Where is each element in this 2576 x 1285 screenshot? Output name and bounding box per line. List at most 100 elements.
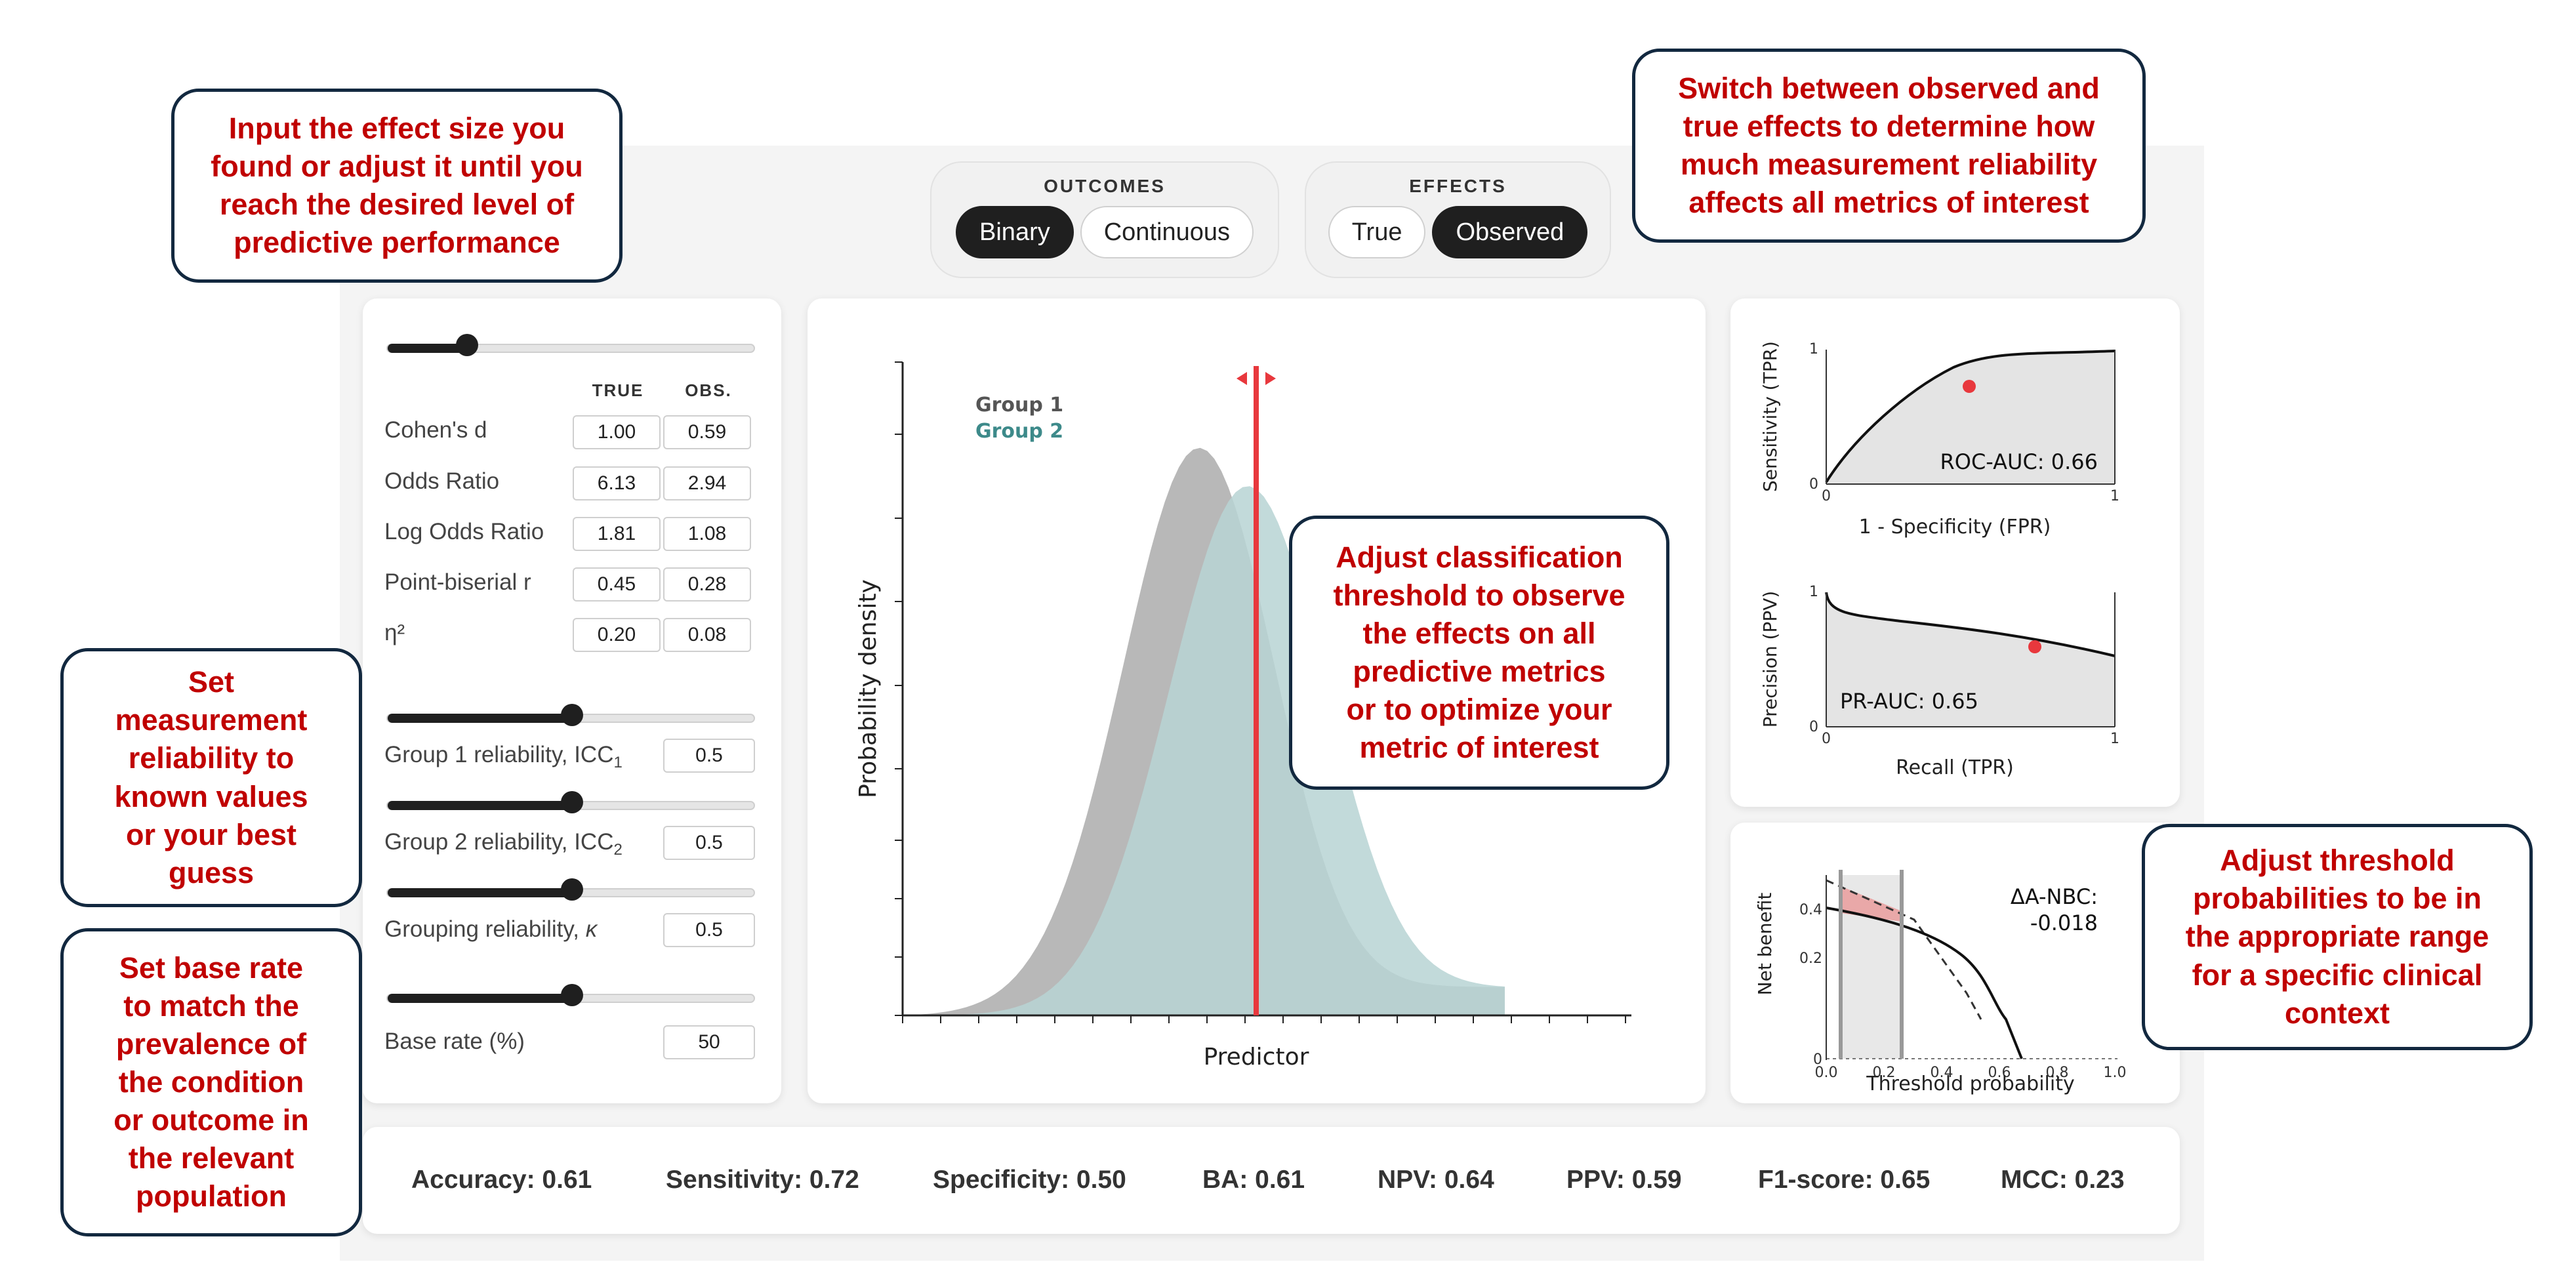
base-rate-slider[interactable]: [386, 984, 755, 1006]
roc-operating-point: [1963, 380, 1976, 393]
effects-toggle-group: EFFECTS True Observed: [1305, 161, 1611, 278]
continuous-toggle[interactable]: Continuous: [1080, 206, 1254, 258]
dca-ytick-2: 0: [1813, 1051, 1822, 1068]
effect-label-cohens-d: Cohen's d: [384, 417, 487, 443]
dca-xtick-3: 0.6: [1988, 1065, 2011, 1081]
pr-ylabel: Precision (PPV): [1759, 591, 1781, 728]
grouping-reliability-thumb[interactable]: [561, 878, 583, 901]
effect-label-odds-ratio: Odds Ratio: [384, 468, 500, 494]
outcomes-title: OUTCOMES: [1044, 176, 1166, 196]
pr-y1: 1: [1809, 584, 1818, 600]
dca-xtick-0: 0.0: [1815, 1065, 1838, 1081]
group2-reliability-label: Group 2 reliability, ICC2: [384, 829, 623, 859]
pr-y0: 0: [1809, 719, 1818, 735]
metric-sensitivity: Sensitivity: 0.72: [666, 1166, 859, 1194]
roc-ylabel: Sensitivity (TPR): [1759, 341, 1781, 492]
callout-effect-size: Input the effect size you found or adjust…: [171, 89, 623, 283]
cohens-d-obs-field[interactable]: 0.59: [663, 415, 751, 449]
pr-area: [1826, 592, 2115, 727]
effect-label-point-biserial-r: Point-biserial r: [384, 569, 531, 595]
dca-treat-all-curve: [1826, 879, 1982, 1020]
effect-size-slider-thumb[interactable]: [456, 334, 478, 356]
grouping-reliability-field[interactable]: 0.5: [663, 913, 755, 947]
roc-auc-label: ROC-AUC: 0.66: [1940, 449, 2098, 474]
metrics-bar: [363, 1127, 2180, 1234]
grouping-reliability-label: Grouping reliability, κ: [384, 916, 598, 942]
group2-reliability-slider[interactable]: [386, 791, 755, 813]
pr-x0: 0: [1822, 731, 1831, 747]
pr-x1: 1: [2110, 731, 2119, 747]
dca-xtick-4: 0.8: [2046, 1065, 2069, 1081]
distribution-ylabel: Probability density: [855, 579, 882, 798]
base-rate-thumb[interactable]: [561, 984, 583, 1006]
metric-f1-score: F1-score: 0.65: [1758, 1166, 1931, 1194]
roc-area: [1826, 351, 2115, 484]
group1-reliability-field[interactable]: 0.5: [663, 739, 755, 773]
metric-specificity: Specificity: 0.50: [933, 1166, 1126, 1194]
log-odds-ratio-obs-field[interactable]: 1.08: [663, 517, 751, 551]
binary-toggle[interactable]: Binary: [956, 206, 1074, 258]
cohens-d-true-field[interactable]: 1.00: [573, 415, 661, 449]
group1-reliability-thumb[interactable]: [561, 704, 583, 726]
pr-curve: [1825, 592, 2116, 657]
outcomes-toggle-group: OUTCOMES Binary Continuous: [930, 161, 1279, 278]
group1-reliability-label: Group 1 reliability, ICC1: [384, 742, 623, 771]
group2-reliability-thumb[interactable]: [561, 791, 583, 813]
group1-reliability-slider[interactable]: [386, 704, 755, 726]
metric-balanced-accuracy: BA: 0.61: [1202, 1166, 1305, 1194]
legend-group2: Group 2: [975, 420, 1063, 443]
dca-xtick-1: 0.2: [1873, 1065, 1896, 1081]
threshold-right-arrow-icon[interactable]: [1265, 372, 1276, 385]
col-header-true: TRUE: [592, 380, 644, 400]
callout-base-rate: Set base rate to match the prevalence of th…: [60, 928, 362, 1236]
legend-group1: Group 1: [975, 394, 1063, 417]
roc-pr-plots: 1 0 0 1 ROC-AUC: 0.66 1 - Specificity (F…: [1759, 341, 2119, 779]
roc-x1: 1: [2110, 488, 2119, 504]
dca-card: [1730, 823, 2180, 1103]
base-rate-field[interactable]: 50: [663, 1025, 755, 1059]
distribution-xlabel: Predictor: [1204, 1044, 1309, 1071]
callout-effects-switch: Switch between observed and true effects …: [1632, 49, 2146, 243]
threshold-left-arrow-icon[interactable]: [1237, 372, 1247, 385]
point-biserial-r-true-field[interactable]: 0.45: [573, 567, 661, 602]
dca-delta-label: ΔA-NBC:: [2011, 884, 2098, 909]
odds-ratio-obs-field[interactable]: 2.94: [663, 466, 751, 500]
observed-toggle[interactable]: Observed: [1432, 206, 1588, 258]
point-biserial-r-obs-field[interactable]: 0.28: [663, 567, 751, 602]
effect-label-eta-squared: η²: [384, 620, 405, 645]
log-odds-ratio-true-field[interactable]: 1.81: [573, 517, 661, 551]
pr-xlabel: Recall (TPR): [1896, 756, 2014, 779]
dca-ytick-0: 0.4: [1799, 902, 1822, 918]
eta-squared-true-field[interactable]: 0.20: [573, 618, 661, 652]
metric-npv: NPV: 0.64: [1378, 1166, 1494, 1194]
roc-x0: 0: [1822, 488, 1831, 504]
roc-xlabel: 1 - Specificity (FPR): [1859, 516, 2051, 539]
effects-title: EFFECTS: [1409, 176, 1507, 196]
group2-reliability-field[interactable]: 0.5: [663, 826, 755, 860]
decision-curve-plot: 0.4 0.2 0 0.0 0.2 0.4 0.6 0.8 1.0 ΔA-NBC…: [1754, 870, 2127, 1095]
effect-size-slider[interactable]: [386, 334, 755, 356]
col-header-obs: OBS.: [685, 380, 732, 400]
callout-reliability: Set measurement reliability to known values…: [60, 648, 362, 907]
pr-operating-point: [2028, 640, 2041, 653]
true-toggle[interactable]: True: [1328, 206, 1426, 258]
eta-squared-obs-field[interactable]: 0.08: [663, 618, 751, 652]
dca-xtick-2: 0.4: [1931, 1065, 1953, 1081]
grouping-reliability-slider[interactable]: [386, 878, 755, 901]
base-rate-label: Base rate (%): [384, 1029, 525, 1054]
dca-model-curve: [1826, 907, 2023, 1059]
roc-curve: [1825, 350, 2116, 483]
dca-xtick-5: 1.0: [2104, 1065, 2127, 1081]
callout-threshold-probability: Adjust threshold probabilities to be in th…: [2142, 824, 2533, 1050]
dca-xlabel: Threshold probability: [1866, 1072, 2074, 1095]
distribution-plot: Group 1 Group 2 Probability density Pred…: [855, 361, 1631, 1071]
odds-ratio-true-field[interactable]: 6.13: [573, 466, 661, 500]
group2-density-curve: [903, 486, 1505, 1015]
roc-y1: 1: [1809, 341, 1818, 357]
effect-label-log-odds-ratio: Log Odds Ratio: [384, 519, 544, 544]
metric-mcc: MCC: 0.23: [2001, 1166, 2125, 1194]
pr-auc-label: PR-AUC: 0.65: [1840, 689, 1978, 714]
dca-ytick-1: 0.2: [1799, 950, 1822, 967]
metric-ppv: PPV: 0.59: [1566, 1166, 1682, 1194]
roc-y0: 0: [1809, 476, 1818, 493]
